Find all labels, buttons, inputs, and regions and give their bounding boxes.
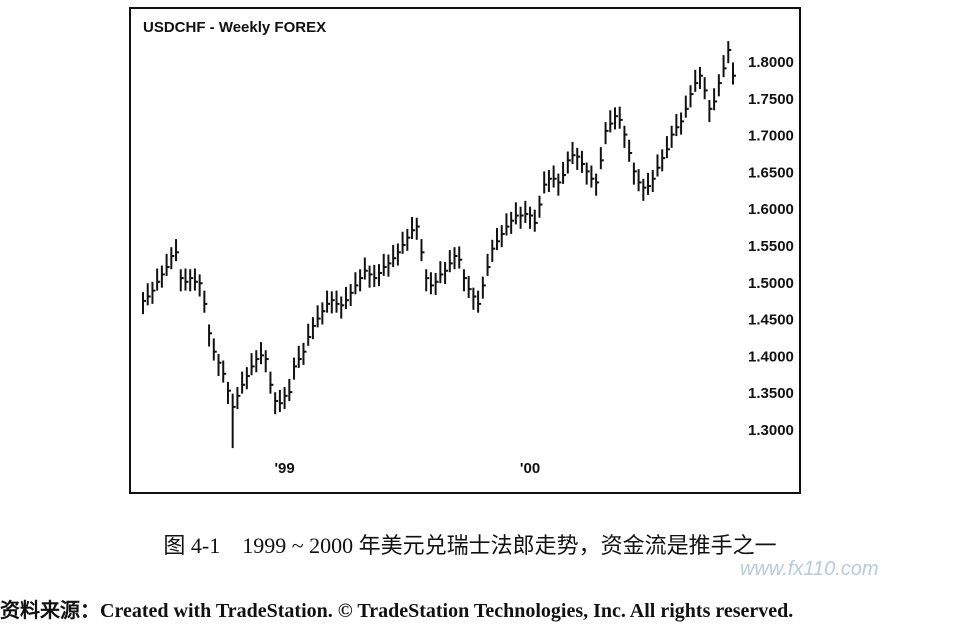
y-tick-label: 1.6000	[748, 201, 794, 218]
x-tick-label: '00	[520, 460, 540, 477]
y-tick-label: 1.3000	[748, 422, 794, 439]
y-tick-label: 1.3500	[748, 385, 794, 402]
y-tick-label: 1.7000	[748, 128, 794, 145]
y-tick-label: 1.8000	[748, 54, 794, 71]
chart-title: USDCHF - Weekly FOREX	[143, 19, 326, 36]
y-tick-label: 1.5500	[748, 238, 794, 255]
source-note: 资料来源：Created with TradeStation. © TradeS…	[0, 598, 793, 622]
caption: 图 4-1 1999 ~ 2000 年美元兑瑞士法郎走势，资金流是推手之一	[163, 533, 776, 558]
y-tick-label: 1.5000	[748, 275, 794, 292]
watermark: www.fx110.com	[740, 558, 879, 580]
y-tick-label: 1.6500	[748, 164, 794, 181]
y-tick-label: 1.4000	[748, 348, 794, 365]
x-tick-label: '99	[274, 460, 294, 477]
y-tick-label: 1.4500	[748, 312, 794, 329]
y-tick-label: 1.7500	[748, 91, 794, 108]
plot-frame	[129, 7, 801, 494]
